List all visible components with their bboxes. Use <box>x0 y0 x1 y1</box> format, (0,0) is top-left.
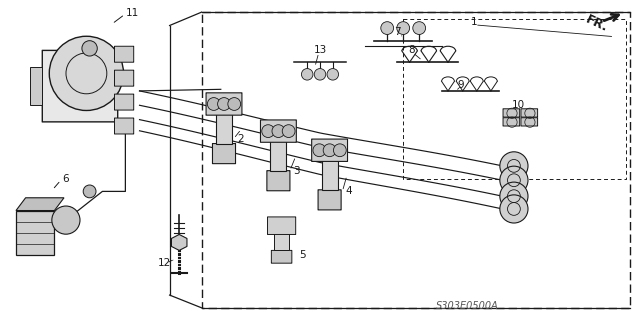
FancyBboxPatch shape <box>268 217 296 234</box>
FancyBboxPatch shape <box>318 190 341 210</box>
Text: 8: 8 <box>408 45 415 56</box>
FancyBboxPatch shape <box>521 118 538 126</box>
Circle shape <box>301 69 313 80</box>
Circle shape <box>52 206 80 234</box>
Polygon shape <box>16 198 64 211</box>
FancyBboxPatch shape <box>115 94 134 110</box>
Circle shape <box>381 22 394 34</box>
Circle shape <box>323 144 336 157</box>
Circle shape <box>333 144 346 157</box>
FancyBboxPatch shape <box>271 250 292 263</box>
Circle shape <box>500 166 528 194</box>
FancyBboxPatch shape <box>503 118 520 126</box>
Text: FR.: FR. <box>584 13 611 35</box>
Circle shape <box>218 98 230 110</box>
Text: 9: 9 <box>458 79 464 90</box>
Circle shape <box>82 41 97 56</box>
FancyBboxPatch shape <box>260 120 296 142</box>
FancyBboxPatch shape <box>115 46 134 62</box>
FancyBboxPatch shape <box>42 50 118 122</box>
Text: 1: 1 <box>470 17 477 27</box>
FancyBboxPatch shape <box>312 139 348 161</box>
FancyBboxPatch shape <box>115 118 134 134</box>
Circle shape <box>313 144 326 157</box>
Text: 13: 13 <box>314 45 327 56</box>
Circle shape <box>282 125 295 137</box>
Text: S303E0500A: S303E0500A <box>436 301 499 311</box>
Circle shape <box>500 152 528 180</box>
Circle shape <box>500 182 528 210</box>
Bar <box>202 12 630 308</box>
Text: 11: 11 <box>126 8 140 18</box>
FancyBboxPatch shape <box>267 171 290 191</box>
Bar <box>31 67 42 105</box>
Text: 2: 2 <box>237 134 243 144</box>
FancyBboxPatch shape <box>115 70 134 86</box>
Text: 10: 10 <box>512 100 525 110</box>
FancyBboxPatch shape <box>212 144 236 164</box>
Text: 6: 6 <box>63 174 69 184</box>
Polygon shape <box>172 234 187 250</box>
Circle shape <box>228 98 241 110</box>
Circle shape <box>327 69 339 80</box>
Bar <box>16 211 54 255</box>
FancyBboxPatch shape <box>503 109 520 117</box>
Text: 5: 5 <box>300 250 306 260</box>
Bar <box>275 231 289 250</box>
Circle shape <box>49 36 124 110</box>
FancyBboxPatch shape <box>206 93 242 115</box>
Bar <box>270 139 287 171</box>
Circle shape <box>397 22 410 34</box>
Text: 7: 7 <box>394 27 401 37</box>
Circle shape <box>262 125 275 137</box>
Circle shape <box>314 69 326 80</box>
Text: 3: 3 <box>293 166 300 176</box>
Circle shape <box>413 22 426 34</box>
Circle shape <box>500 195 528 223</box>
Text: 12: 12 <box>158 258 172 268</box>
Text: 4: 4 <box>346 186 352 197</box>
Circle shape <box>207 98 220 110</box>
Circle shape <box>272 125 285 137</box>
Circle shape <box>83 185 96 198</box>
FancyBboxPatch shape <box>521 109 538 117</box>
Bar <box>321 158 338 190</box>
Bar <box>216 112 232 144</box>
